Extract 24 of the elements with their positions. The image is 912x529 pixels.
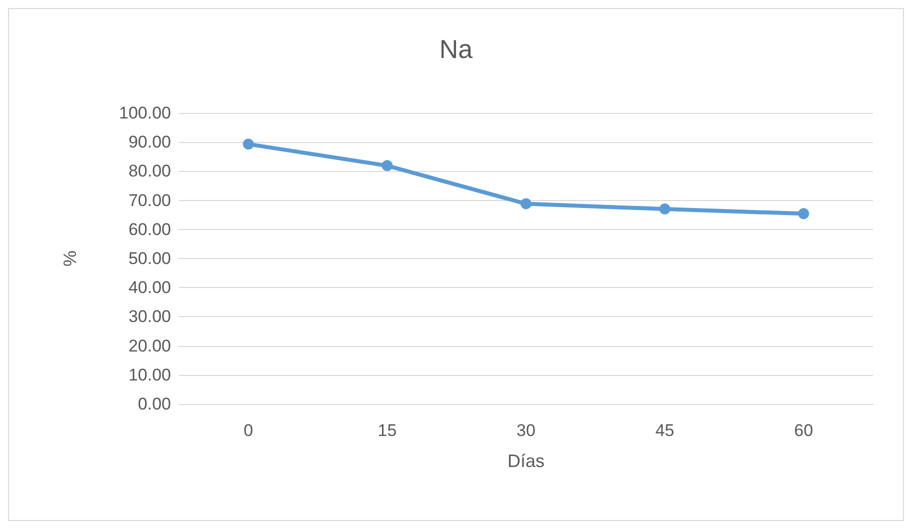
y-tick-label: 100.00 [119,104,171,122]
y-axis-title: % [60,250,80,267]
point [382,160,393,172]
x-tick-label: 45 [655,421,674,440]
x-tick-label: 30 [516,421,536,440]
y-tick-label: 70.00 [128,190,171,210]
x-tick-label: 15 [378,421,397,440]
chart-title: Na [439,34,474,64]
y-tick-label: 30.00 [128,307,171,326]
y-tick-label: 50.00 [128,249,171,268]
y-tick-label: 0.00 [138,394,171,414]
x-axis-title: Días [507,451,545,471]
point [520,198,532,210]
y-tick-label: 80.00 [128,162,171,181]
point [242,138,254,150]
y-tick-label: 10.00 [128,365,171,384]
point [798,208,810,220]
y-tick-label: 20.00 [128,336,171,356]
x-tick-label: 0 [244,421,254,440]
y-tick-label: 40.00 [128,278,171,298]
y-tick-label: 90.00 [128,132,171,152]
x-tick-label: 60 [794,421,814,440]
point [659,204,670,215]
y-tick-label: 60.00 [128,220,171,239]
